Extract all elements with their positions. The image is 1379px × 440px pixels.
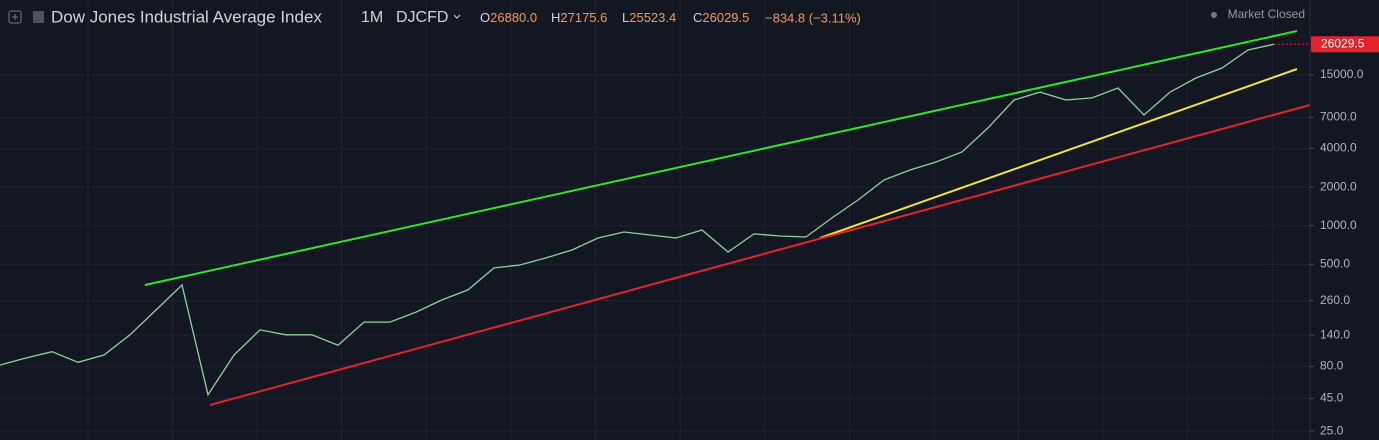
source-dropdown[interactable] — [453, 14, 461, 19]
y-tick-label: 260.0 — [1320, 293, 1350, 307]
y-tick-label: 500.0 — [1320, 256, 1350, 270]
price-line — [0, 43, 1275, 397]
y-tick-label: 4000.0 — [1320, 141, 1357, 155]
ohlc: C26029.5 — [693, 10, 749, 25]
open-value: 26880.0 — [490, 10, 537, 25]
y-tick-label: 25.0 — [1320, 423, 1344, 437]
expand-icon[interactable] — [8, 10, 22, 24]
symbol-icon[interactable] — [33, 11, 44, 23]
low-label: L — [622, 10, 629, 25]
y-tick-label: 140.0 — [1320, 327, 1350, 341]
y-tick-label: 45.0 — [1320, 391, 1344, 405]
last-price-tag — [1311, 36, 1379, 53]
source[interactable]: DJCFD — [396, 9, 448, 26]
y-tick-label: 1000.0 — [1320, 218, 1357, 232]
symbol-title[interactable]: Dow Jones Industrial Average Index — [51, 7, 322, 26]
ohlc: H27175.6 — [551, 10, 607, 25]
trend-line-lower[interactable] — [209, 104, 1311, 406]
expand-icon-plus — [12, 14, 18, 20]
trend-line-upper[interactable] — [144, 30, 1298, 286]
interval[interactable]: 1M — [361, 9, 383, 26]
y-tick-label: 15000.0 — [1320, 67, 1364, 81]
y-tick-label: 2000.0 — [1320, 179, 1357, 193]
trend-line-middle[interactable] — [819, 68, 1298, 239]
toolbar — [8, 10, 44, 24]
ohlc: O26880.0 — [480, 10, 537, 25]
high-label: H — [551, 10, 560, 25]
market-status: Market Closed — [1228, 7, 1305, 21]
y-tick-label: 7000.0 — [1320, 110, 1357, 124]
y-tick-label: 80.0 — [1320, 359, 1344, 373]
close-label: C — [693, 10, 702, 25]
last-price-label: 26029.5 — [1321, 36, 1365, 50]
close-value: 26029.5 — [702, 10, 749, 25]
status-dot — [1211, 12, 1217, 18]
plot — [0, 43, 1310, 432]
price-axis: 25.0 45.0 80.0 140.0 260.0 500.0 1000.0 2000.0 4… — [1274, 36, 1379, 437]
low-value: 25523.4 — [629, 10, 676, 25]
ohlc: L25523.4 — [622, 10, 676, 25]
high-value: 27175.6 — [560, 10, 607, 25]
change: −834.8 (−3.11%) — [765, 10, 861, 25]
open-label: O — [480, 10, 490, 25]
